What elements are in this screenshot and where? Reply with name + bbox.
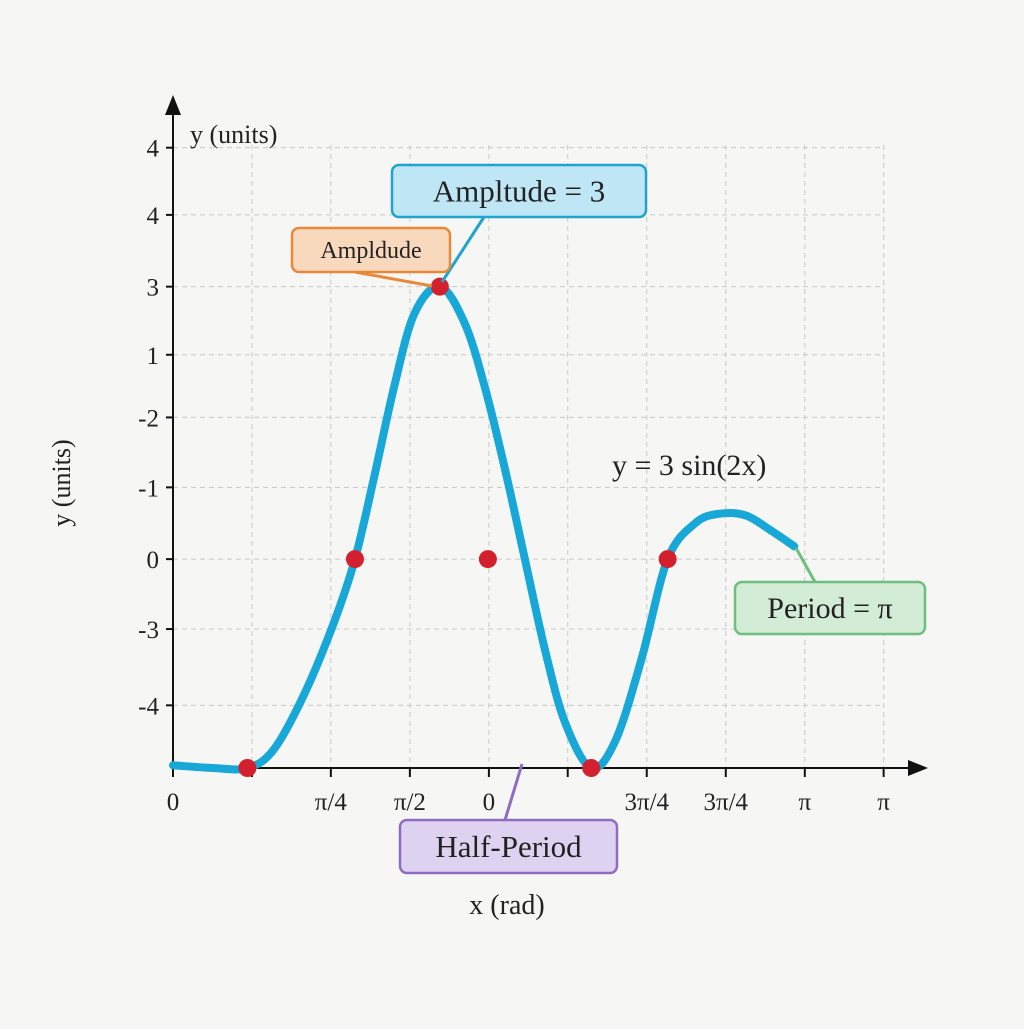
x-axis-label: x (rad) (469, 890, 544, 921)
key-point (345, 550, 364, 569)
annotation-pointer (503, 763, 524, 821)
key-point (430, 277, 449, 296)
x-tick-label: π (877, 789, 890, 816)
y-tick-label: 3 (147, 275, 160, 302)
curve-label: y = 3 sin(2x) (612, 449, 766, 482)
key-point (238, 759, 257, 777)
annotation-pointer (440, 216, 486, 283)
annotation-box (398, 818, 619, 875)
x-tick-label: π (798, 789, 811, 816)
key-point (658, 550, 677, 569)
y-tick-label: 0 (147, 547, 160, 574)
x-tick-label: 0 (167, 789, 180, 816)
curve (169, 282, 799, 774)
x-tick-label: 3π/4 (624, 789, 669, 816)
annotation-pointer (354, 270, 433, 288)
y-tick-label: 4 (147, 136, 160, 163)
y-axis-label-side: y (units) (47, 439, 76, 526)
y-tick-label: -4 (138, 693, 159, 720)
annotation-text: Period = π (767, 592, 892, 625)
y-axis-label: y (units) (190, 120, 277, 149)
x-tick-label: 0 (483, 789, 496, 816)
annotation-box (733, 580, 927, 636)
annotation-text: Half-Period (435, 829, 582, 864)
x-tick-label: π/4 (315, 789, 348, 816)
annotation-box (390, 163, 648, 219)
y-tick-label: 1 (147, 343, 160, 370)
annotation-box (290, 226, 452, 274)
key-point (582, 759, 601, 777)
y-tick-label: -1 (138, 475, 159, 502)
y-tick-label: -2 (138, 405, 159, 432)
y-tick-label: -3 (138, 617, 159, 644)
annotation-text: Ampltude = 3 (433, 174, 605, 209)
annotation-text: Ampldude (320, 238, 421, 264)
annotation-pointer (794, 547, 817, 583)
key-point (478, 550, 497, 569)
x-tick-label: π/2 (394, 789, 426, 816)
y-tick-label: 4 (147, 203, 160, 230)
x-tick-label: 3π/4 (703, 789, 748, 816)
